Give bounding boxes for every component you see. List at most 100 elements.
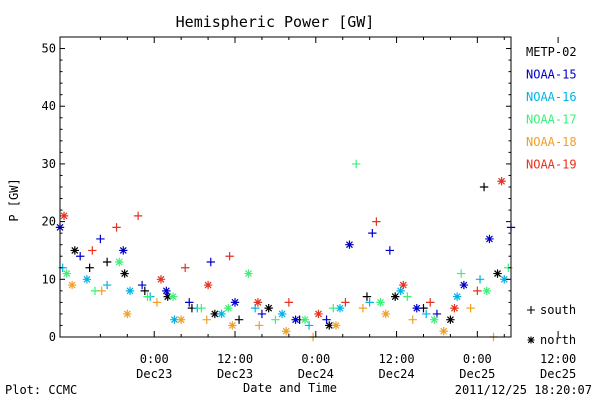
y-tick-label: 20 [42, 215, 56, 229]
data-point-noaa-15-plus [206, 257, 215, 267]
data-point-noaa-16-star [500, 275, 509, 284]
y-tick-label: 40 [42, 99, 56, 113]
data-point-metp-02-plus [102, 257, 112, 267]
data-point-noaa-17-star [115, 257, 124, 267]
data-point-noaa-15-star [459, 280, 469, 290]
y-tick-label: 50 [42, 42, 56, 56]
data-point-noaa-18-plus [97, 286, 106, 296]
data-point-noaa-17-star [430, 315, 439, 324]
data-point-metp-02-star [446, 315, 455, 324]
data-point-noaa-18-star [439, 327, 448, 336]
data-point-noaa-17-star [62, 269, 71, 278]
data-point-noaa-18-plus [466, 303, 475, 313]
plot-credit: Plot: CCMC [5, 383, 77, 397]
data-point-noaa-15-plus [96, 234, 105, 244]
data-point-noaa-17-star [168, 292, 178, 301]
data-point-metp-02-star [70, 246, 80, 255]
x-tick-day-label: Dec25 [540, 367, 576, 381]
y-tick-label: 0 [49, 330, 56, 344]
data-point-noaa-15-plus [322, 315, 331, 324]
data-point-noaa-17-plus [456, 269, 466, 278]
y-tick-label: 30 [42, 157, 56, 171]
data-point-noaa-15-plus [368, 228, 377, 238]
marker-legend-label: north [540, 333, 576, 347]
data-point-noaa-16-star [82, 275, 92, 284]
y-tick-label: 10 [42, 272, 56, 286]
data-point-metp-02-star [493, 269, 502, 278]
data-point-noaa-15-star [230, 298, 240, 307]
legend-entry: NOAA-17 [526, 113, 577, 127]
data-point-noaa-19-star [156, 275, 166, 284]
data-point-noaa-15-plus [257, 309, 267, 319]
data-point-metp-02-star [210, 309, 220, 319]
data-point-metp-02-plus [479, 182, 489, 192]
data-point-noaa-18-plus [255, 321, 264, 330]
data-point-noaa-17-star [244, 269, 253, 278]
x-axis-label: Date and Time [243, 381, 337, 395]
data-point-noaa-18-star [281, 327, 291, 336]
data-point-noaa-17-star [224, 303, 233, 313]
marker-legend-symbol [527, 306, 535, 314]
data-point-noaa-19-star [314, 309, 323, 319]
data-point-noaa-16-star [217, 309, 226, 319]
x-tick-time-label: 12:00 [217, 352, 253, 366]
legend-entry: NOAA-18 [526, 135, 577, 149]
data-point-noaa-19-plus [284, 298, 294, 307]
x-tick-day-label: Dec24 [298, 367, 334, 381]
data-point-noaa-15-plus [185, 298, 194, 307]
data-point-noaa-16-plus [304, 321, 314, 330]
data-point-noaa-18-plus [408, 315, 417, 324]
data-point-noaa-17-plus [143, 292, 152, 301]
marker-legend: south north [527, 303, 576, 347]
x-tick-time-label: 0:00 [140, 352, 169, 366]
data-point-noaa-18-star [123, 309, 132, 319]
data-point-noaa-19-plus [88, 246, 97, 255]
data-point-noaa-17-plus [351, 159, 361, 169]
data-point-noaa-17-plus [271, 315, 280, 324]
data-point-noaa-19-star [203, 280, 213, 290]
data-point-noaa-15-star [485, 234, 494, 244]
data-point-noaa-17-plus [197, 303, 206, 313]
data-point-noaa-15-star [345, 240, 354, 249]
data-point-noaa-19-star [497, 177, 506, 186]
data-point-noaa-17-star [482, 286, 491, 296]
data-point-noaa-19-plus [181, 263, 190, 272]
data-point-noaa-19-star [450, 303, 459, 313]
data-point-metp-02-star [391, 292, 400, 301]
data-point-noaa-19-plus [225, 252, 234, 261]
data-point-noaa-19-plus [112, 223, 121, 232]
chart-title: Hemispheric Power [GW] [176, 13, 375, 31]
x-tick-day-label: Dec25 [459, 367, 495, 381]
data-point-metp-02-plus [234, 315, 244, 324]
plot-timestamp: 2011/12/25 18:20:07 [455, 383, 592, 397]
data-point-noaa-19-plus [133, 211, 143, 221]
data-point-noaa-18-star [331, 321, 341, 330]
data-point-noaa-19-star [59, 211, 69, 221]
data-point-noaa-17-star [376, 298, 385, 307]
legend-entry: NOAA-19 [526, 158, 577, 172]
data-point-noaa-16-star [452, 292, 462, 301]
data-point-noaa-19-plus [426, 298, 435, 307]
data-point-noaa-16-star [335, 303, 345, 313]
data-point-noaa-17-plus [403, 292, 412, 301]
data-point-noaa-16-star [170, 315, 179, 324]
data-point-noaa-17-plus [329, 303, 338, 313]
data-point-noaa-18-star [176, 315, 186, 324]
x-tick-time-label: 0:00 [463, 352, 492, 366]
data-point-noaa-15-plus [385, 246, 395, 255]
data-point-noaa-17-star [300, 315, 310, 324]
data-point-noaa-19-star [399, 280, 408, 290]
data-point-metp-02-plus [362, 292, 372, 301]
data-point-metp-02-star [264, 303, 273, 313]
data-point-noaa-18-star [381, 309, 390, 319]
data-point-noaa-19-plus [473, 286, 482, 296]
data-point-noaa-15-plus [75, 252, 85, 261]
data-point-noaa-19-star [253, 298, 263, 307]
data-point-noaa-15-star [412, 303, 421, 313]
data-point-metp-02-plus [140, 286, 150, 296]
data-point-noaa-18-plus [358, 303, 368, 313]
data-point-noaa-18-star [228, 321, 237, 330]
y-axis-label: P [GW] [7, 178, 21, 221]
x-axis: 0:00Dec2312:00Dec230:00Dec2412:00Dec240:… [99, 37, 576, 381]
